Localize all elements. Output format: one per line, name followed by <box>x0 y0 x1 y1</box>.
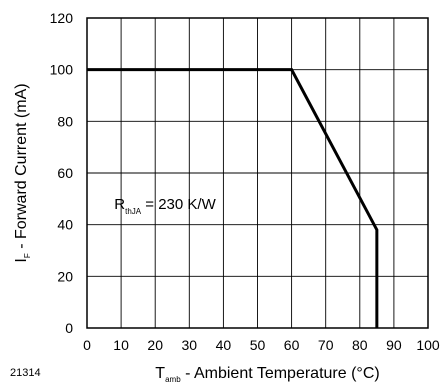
x-tick-label: 70 <box>318 337 334 353</box>
x-tick-label: 10 <box>113 337 129 353</box>
y-axis-subscript: F <box>23 253 32 258</box>
figure-id: 21314 <box>10 367 41 379</box>
y-tick-label: 40 <box>57 217 73 233</box>
y-tick-label: 100 <box>50 62 74 78</box>
y-axis-symbol: I <box>13 258 30 262</box>
y-tick-label: 120 <box>50 10 74 26</box>
x-axis-subscript: amb <box>165 375 181 383</box>
x-axis-text: - Ambient Temperature (°C) <box>181 365 380 382</box>
x-tick-label: 50 <box>250 337 266 353</box>
y-tick-label: 80 <box>57 113 73 129</box>
annotation-value: = 230 K/W <box>141 196 216 213</box>
x-axis-label: Tamb - Ambient Temperature (°C) <box>155 365 379 383</box>
annotation-symbol: R <box>114 196 125 213</box>
x-tick-label: 30 <box>182 337 198 353</box>
y-tick-label: 20 <box>57 268 73 284</box>
y-axis-label: IF - Forward Current (mA) <box>13 83 32 262</box>
x-tick-label: 80 <box>352 337 368 353</box>
tick-labels: 0 10 20 30 40 50 60 70 80 90 100 0 20 40 60 80 100 120 <box>50 10 440 353</box>
x-tick-label: 90 <box>386 337 402 353</box>
data-series <box>87 68 379 328</box>
derating-curve <box>87 68 379 328</box>
y-axis-text: - Forward Current (mA) <box>13 83 30 253</box>
x-tick-label: 0 <box>83 337 91 353</box>
y-tick-label: 60 <box>57 165 73 181</box>
y-tick-label: 0 <box>65 320 73 336</box>
x-tick-label: 100 <box>416 337 440 353</box>
annotation-subscript: thJA <box>125 207 142 216</box>
plot-frame <box>86 17 429 329</box>
x-tick-label: 40 <box>216 337 232 353</box>
x-axis-symbol: T <box>155 365 165 382</box>
x-tick-label: 20 <box>147 337 163 353</box>
x-tick-label: 60 <box>284 337 300 353</box>
thermal-resistance-annotation: RthJA = 230 K/W <box>114 196 216 216</box>
